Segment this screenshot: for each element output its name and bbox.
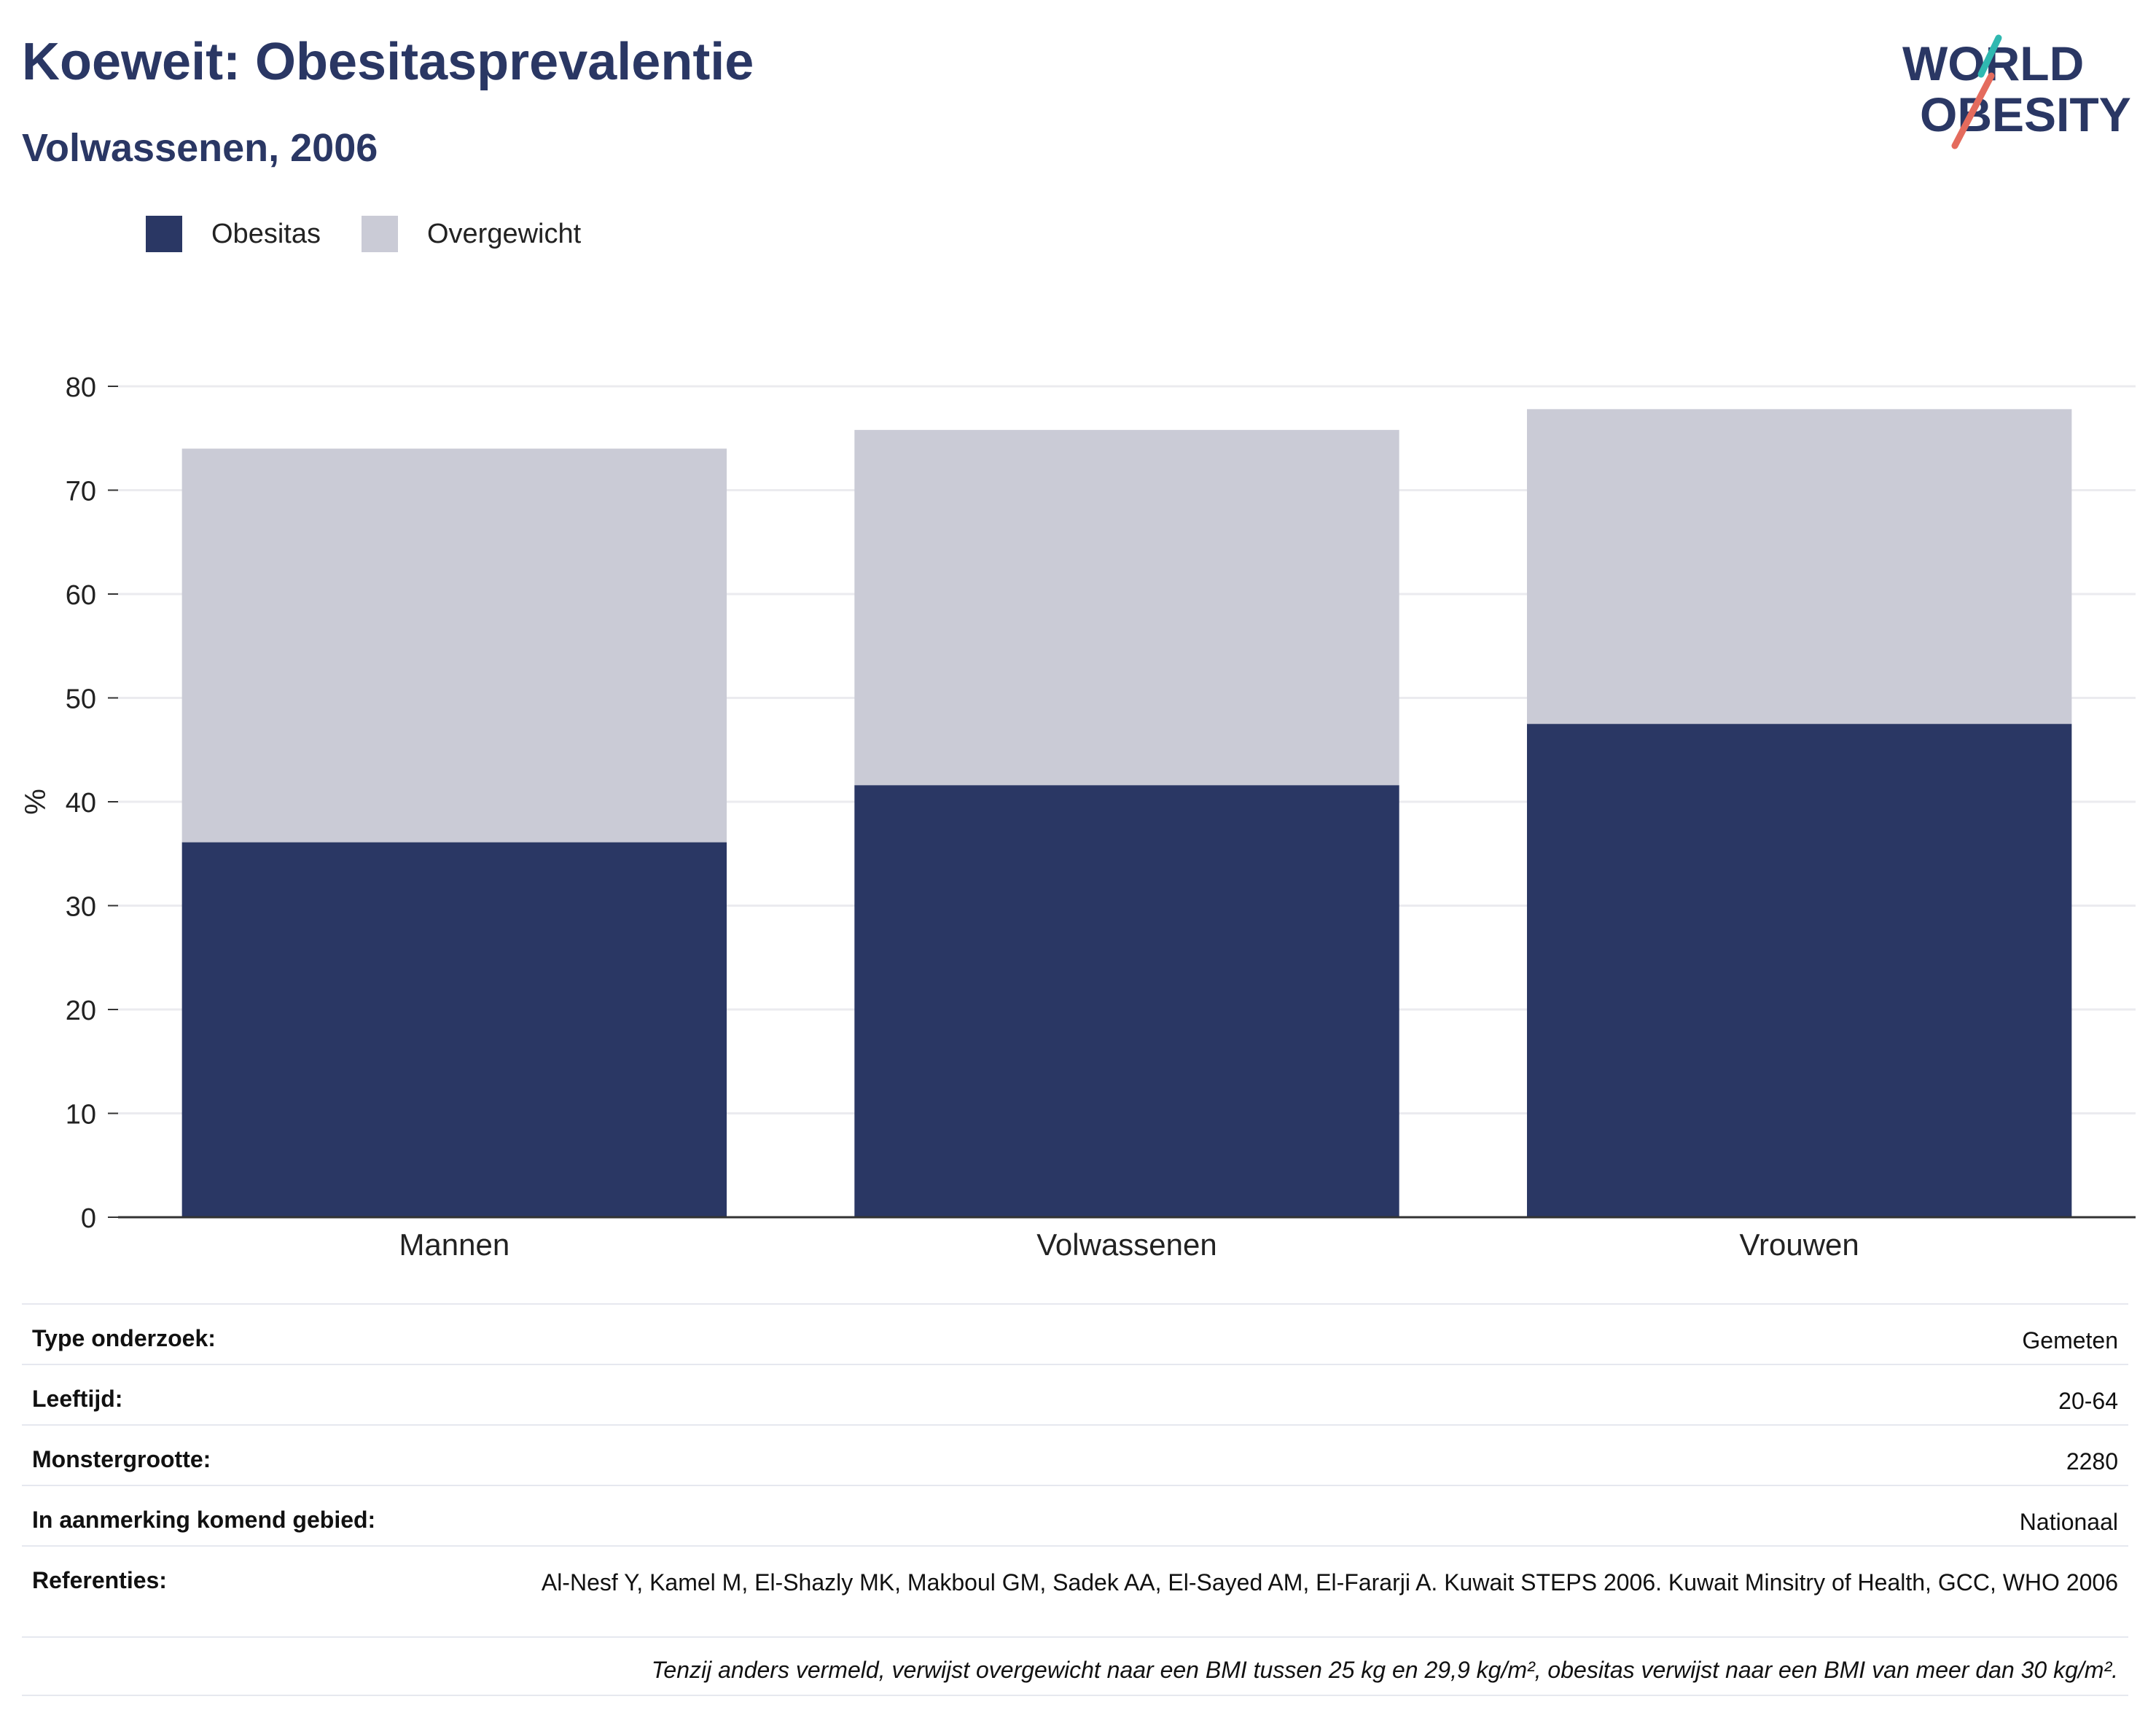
meta-row-references: Referenties: Al-Nesf Y, Kamel M, El-Shaz… [22,1545,2128,1636]
legend-swatch-obesitas [146,216,182,252]
y-tick-label: 0 [81,1203,96,1234]
stacked-bar-chart: 0 10 20 30 40 50 60 70 80 Mannen Volwassenen Vrouw… [20,372,2136,1262]
x-tick-label: Vrouwen [1740,1227,1859,1262]
meta-row-area: In aanmerking komend gebied: Nationaal [22,1485,2128,1545]
meta-value: 2280 [2066,1448,2118,1475]
legend-swatch-overgewicht [361,216,398,252]
bars [181,409,2072,1217]
logo-teal-stroke [1977,34,2002,78]
logo-coral-stroke [1951,72,1995,149]
bar-obesitas-vrouwen [1526,724,2072,1217]
y-tick-label: 70 [66,477,96,507]
y-tick-label: 30 [66,892,96,923]
world-obesity-logo: WORLD OBESITY [1902,34,2131,149]
y-tick-label: 40 [66,788,96,819]
meta-key: Type onderzoek: [32,1325,216,1351]
meta-key: Referenties: [32,1567,167,1593]
definition-note: Tenzij anders vermeld, verwijst overgewi… [22,1636,2128,1696]
meta-row-sample-size: Monstergrootte: 2280 [22,1424,2128,1485]
y-axis-label: % [20,789,52,815]
bar-obesitas-mannen [181,842,727,1217]
bar-obesitas-volwassenen [854,785,1399,1217]
x-tick-label: Mannen [399,1227,509,1262]
logo-line2: OBESITY [1920,87,2131,141]
meta-key: Leeftijd: [32,1386,123,1412]
x-tick-labels: Mannen Volwassenen Vrouwen [118,1216,2136,1262]
y-tick-label: 50 [66,684,96,715]
meta-key: Monstergrootte: [32,1446,211,1472]
meta-row-survey-type: Type onderzoek: Gemeten [22,1303,2128,1364]
legend-label-obesitas: Obesitas [211,218,321,249]
legend-label-overgewicht: Overgewicht [426,218,582,249]
survey-metadata-table: Type onderzoek: Gemeten Leeftijd: 20-64 … [22,1303,2128,1696]
bar-overgewicht-volwassenen [854,429,1399,786]
y-tick-label: 20 [66,996,96,1026]
y-tick-label: 10 [66,1100,96,1130]
page-subtitle: Volwassenen, 2006 [22,126,378,170]
bar-overgewicht-mannen [181,448,727,843]
meta-value: Al-Nesf Y, Kamel M, El-Shazly MK, Makbou… [541,1569,2118,1596]
meta-key: In aanmerking komend gebied: [32,1507,376,1533]
page-title: Koeweit: Obesitasprevalentie [22,33,754,91]
meta-value: 20-64 [2058,1388,2118,1414]
bar-overgewicht-vrouwen [1526,409,2072,725]
y-tick-label: 80 [66,372,96,403]
y-tick-labels: 0 10 20 30 40 50 60 70 80 [66,372,118,1234]
y-tick-label: 60 [66,580,96,611]
chart-legend: Obesitas Overgewicht [146,216,622,252]
x-tick-label: Volwassenen [1036,1227,1217,1262]
meta-row-age: Leeftijd: 20-64 [22,1364,2128,1424]
meta-value: Gemeten [2022,1327,2118,1354]
meta-value: Nationaal [2019,1509,2118,1535]
